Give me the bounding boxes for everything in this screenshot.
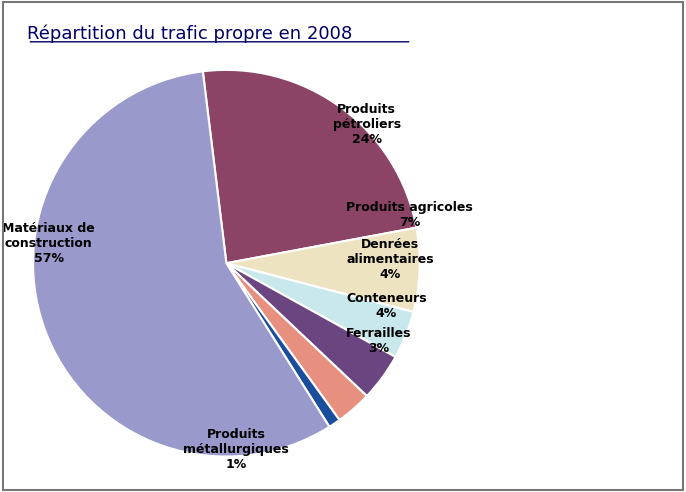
Text: Ferrailles
3%: Ferrailles 3% — [346, 327, 412, 355]
Wedge shape — [226, 263, 340, 427]
Text: Répartition du trafic propre en 2008: Répartition du trafic propre en 2008 — [27, 25, 353, 43]
Wedge shape — [226, 263, 414, 357]
Text: Produits
pétroliers
24%: Produits pétroliers 24% — [333, 102, 401, 146]
Text: Matériaux de
construction
57%: Matériaux de construction 57% — [2, 222, 95, 265]
Text: Produits agricoles
7%: Produits agricoles 7% — [346, 201, 473, 229]
Wedge shape — [226, 263, 395, 396]
Text: Produits
métallurgiques
1%: Produits métallurgiques 1% — [183, 428, 289, 470]
Wedge shape — [226, 263, 367, 420]
Wedge shape — [33, 71, 329, 457]
Wedge shape — [226, 228, 420, 312]
Text: Conteneurs
4%: Conteneurs 4% — [346, 292, 427, 320]
Wedge shape — [203, 70, 416, 263]
Text: Denrées
alimentaires
4%: Denrées alimentaires 4% — [346, 238, 434, 281]
